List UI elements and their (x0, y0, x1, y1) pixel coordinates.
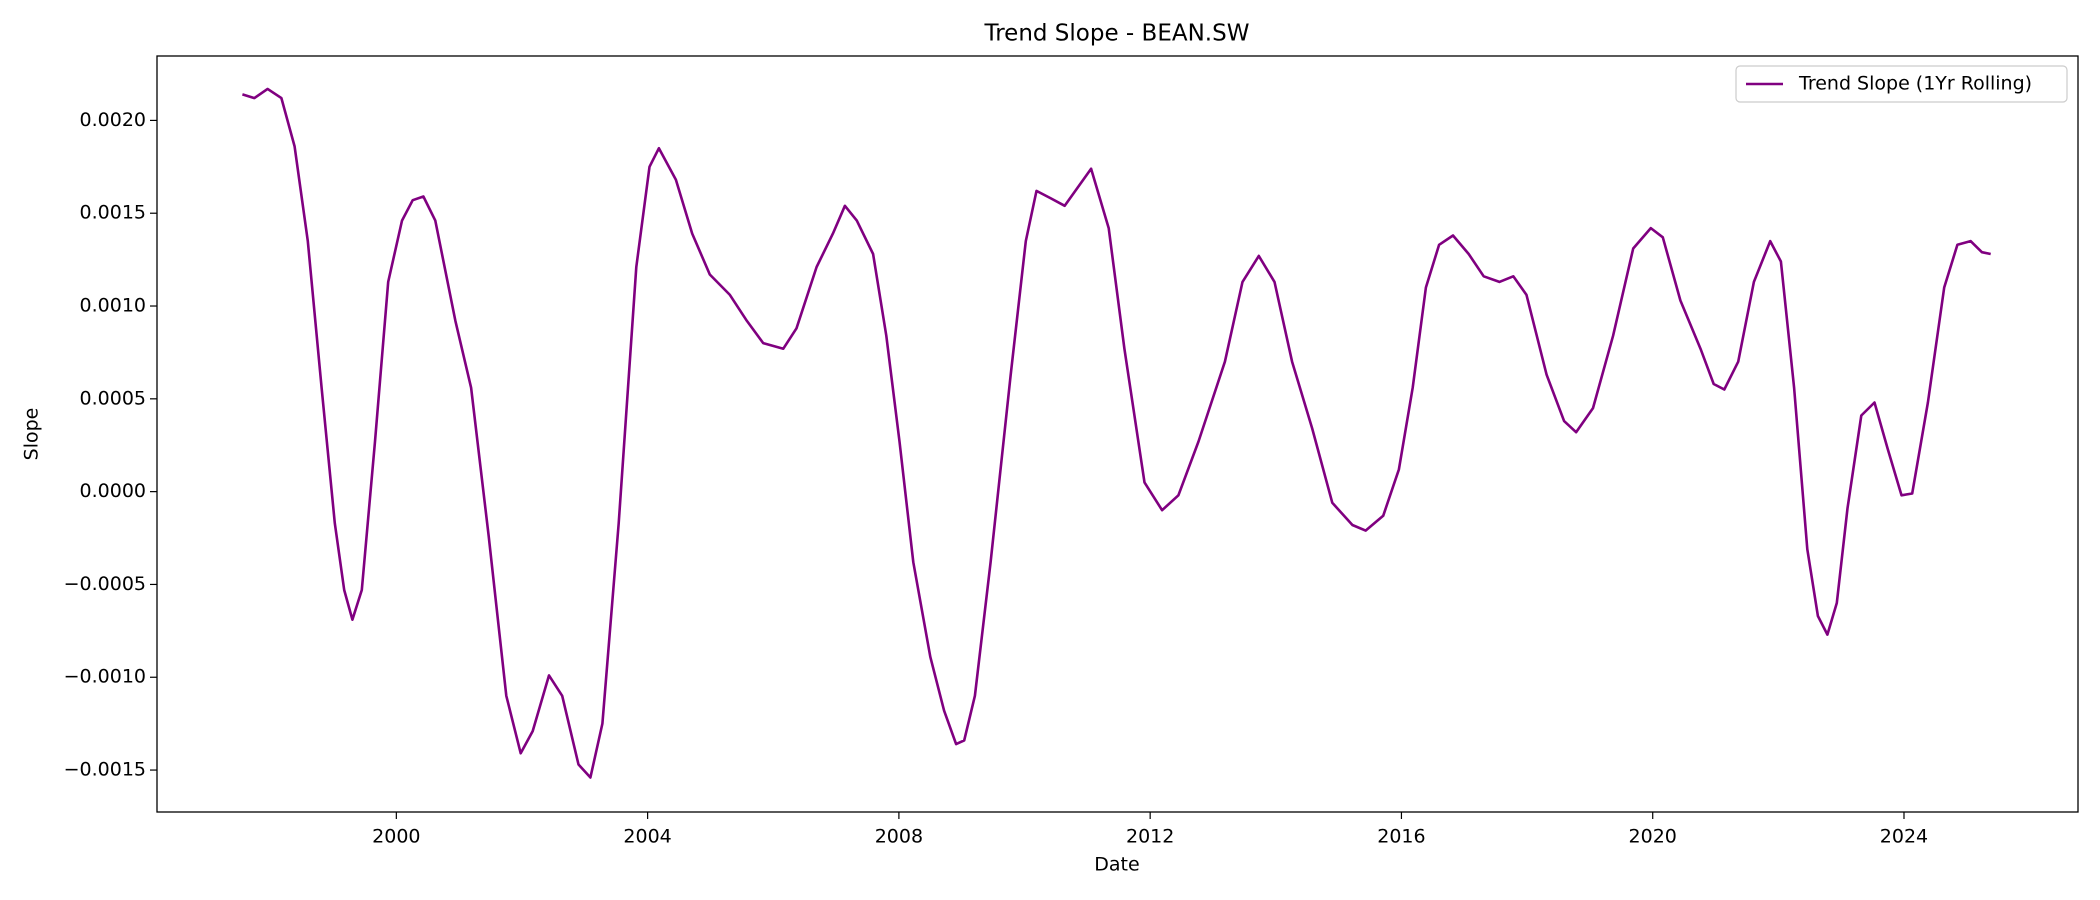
data-line (242, 87, 1991, 779)
x-tick-label: 2016 (1377, 826, 1425, 848)
y-tick-label: −0.0015 (64, 759, 146, 781)
y-tick-label: 0.0005 (80, 387, 146, 409)
x-tick-label: 2024 (1880, 826, 1928, 848)
y-axis-label: Slope (21, 408, 43, 461)
y-tick-label: 0.0000 (80, 480, 146, 502)
x-tick-label: 2012 (1126, 826, 1174, 848)
x-tick-label: 2000 (372, 826, 420, 848)
legend-label: Trend Slope (1Yr Rolling) (1798, 73, 2032, 95)
y-tick-label: −0.0010 (64, 666, 146, 688)
x-tick-label: 2004 (623, 826, 671, 848)
chart-title: Trend Slope - BEAN.SW (984, 21, 1250, 47)
y-tick-label: 0.0015 (80, 202, 146, 224)
plot-frame (156, 55, 2079, 813)
y-tick-label: 0.0020 (80, 109, 146, 131)
x-tick-label: 2008 (875, 826, 923, 848)
y-tick-label: −0.0005 (64, 573, 146, 595)
y-tick-label: 0.0010 (80, 295, 146, 317)
x-tick-label: 2020 (1629, 826, 1677, 848)
legend-box (1735, 65, 2068, 103)
x-axis-label: Date (1094, 854, 1139, 876)
